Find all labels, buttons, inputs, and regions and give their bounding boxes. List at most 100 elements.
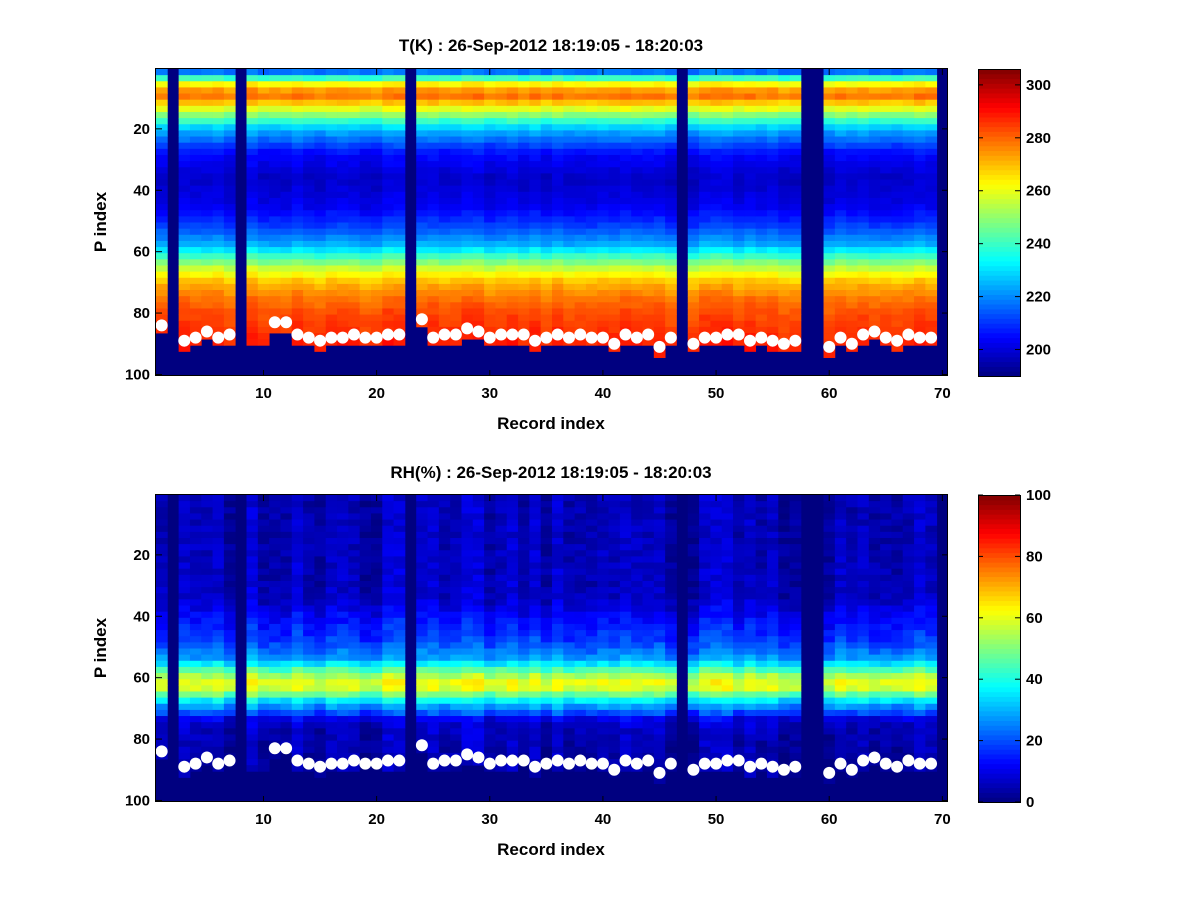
humidity-heatmap-cell	[212, 630, 225, 637]
temperature-heatmap-cell	[212, 161, 225, 168]
humidity-heatmap-cell	[506, 722, 519, 729]
temperature-heatmap-cell	[450, 142, 462, 150]
temperature-heatmap-cell	[653, 326, 666, 334]
temperature-heatmap-cell	[450, 320, 462, 328]
humidity-heatmap-cell	[348, 593, 361, 600]
temperature-heatmap-cell	[280, 179, 293, 187]
temperature-heatmap-cell	[178, 216, 191, 223]
humidity-heatmap-cell	[608, 630, 621, 637]
humidity-record-column	[416, 495, 428, 754]
humidity-heatmap-cell	[257, 685, 270, 692]
temperature-heatmap-cell	[574, 191, 587, 199]
humidity-heatmap-cell	[506, 550, 519, 557]
humidity-heatmap-cell	[325, 611, 338, 619]
temperature-x-ticks: 10 20 30 40 50 60 70	[255, 69, 951, 402]
temperature-heatmap-cell	[223, 240, 236, 248]
temperature-heatmap-cell	[506, 240, 519, 248]
humidity-heatmap-cell	[529, 660, 542, 668]
humidity-heatmap-cell	[257, 642, 270, 649]
temperature-heatmap-cell	[585, 210, 598, 217]
humidity-heatmap-cell	[382, 531, 394, 539]
temperature-heatmap-cell	[461, 130, 474, 137]
temperature-heatmap-cell	[925, 179, 938, 187]
temperature-heatmap-cell	[733, 118, 745, 125]
temperature-heatmap-cell	[733, 277, 745, 285]
humidity-heatmap-cell	[178, 648, 191, 656]
humidity-heatmap-cell	[529, 623, 542, 631]
humidity-heatmap-cell	[246, 734, 259, 741]
temperature-heatmap-cell	[608, 148, 621, 156]
temperature-heatmap-cell	[540, 265, 553, 273]
humidity-heatmap-cell	[246, 746, 259, 754]
humidity-heatmap-cell	[189, 709, 202, 717]
temperature-heatmap-cell	[744, 111, 757, 119]
temperature-heatmap-cell	[348, 69, 361, 76]
temperature-colorbar-swatch	[978, 299, 1020, 305]
temperature-surface-marker	[336, 331, 349, 344]
temperature-heatmap-cell	[585, 259, 598, 266]
temperature-heatmap-cell	[472, 161, 485, 168]
humidity-heatmap-cell	[291, 580, 304, 588]
temperature-heatmap-cell	[156, 283, 168, 291]
temperature-heatmap-cell	[212, 87, 225, 94]
temperature-heatmap-cell	[653, 105, 666, 113]
humidity-heatmap-cell	[201, 550, 213, 557]
temperature-heatmap-cell	[914, 161, 926, 168]
temperature-heatmap-cell	[325, 240, 338, 248]
humidity-heatmap-cell	[359, 740, 372, 748]
temperature-heatmap-cell	[766, 314, 779, 322]
temperature-heatmap-cell	[846, 259, 858, 266]
temperature-heatmap-cell	[902, 173, 915, 180]
temperature-heatmap-cell	[314, 75, 327, 82]
humidity-heatmap-cell	[631, 550, 643, 557]
humidity-heatmap-cell	[223, 654, 236, 662]
humidity-heatmap-cell	[653, 617, 666, 625]
temperature-colorbar-tick-label: 240	[1026, 236, 1051, 253]
temperature-heatmap-cell	[744, 69, 757, 76]
humidity-heatmap-cell	[653, 525, 666, 533]
humidity-heatmap-cell	[574, 673, 587, 680]
humidity-record-column	[518, 495, 530, 772]
temperature-heatmap-cell	[427, 277, 440, 285]
temperature-heatmap-cell	[518, 216, 530, 223]
humidity-heatmap-cell	[178, 623, 191, 631]
humidity-heatmap-cell	[438, 728, 451, 735]
temperature-heatmap-cell	[665, 99, 677, 107]
temperature-heatmap-cell	[450, 75, 462, 82]
temperature-heatmap-cell	[880, 87, 892, 94]
humidity-heatmap-cell	[382, 703, 394, 711]
temperature-heatmap-cell	[868, 247, 881, 254]
humidity-heatmap-cell	[269, 722, 281, 729]
temperature-heatmap-cell	[337, 173, 349, 180]
temperature-heatmap-cell	[506, 118, 519, 125]
humidity-heatmap-cell	[359, 746, 372, 754]
temperature-heatmap-cell	[642, 339, 655, 346]
temperature-heatmap-cell	[552, 222, 564, 230]
humidity-heatmap-cell	[201, 501, 213, 508]
humidity-heatmap-cell	[201, 611, 213, 619]
humidity-heatmap-cell	[484, 752, 496, 760]
humidity-heatmap	[156, 495, 948, 802]
humidity-heatmap-cell	[461, 630, 474, 637]
humidity-heatmap-cell	[370, 642, 383, 649]
temperature-surface-marker	[664, 331, 677, 344]
humidity-heatmap-cell	[348, 740, 361, 748]
humidity-heatmap-cell	[212, 587, 225, 594]
humidity-heatmap-cell	[461, 709, 474, 717]
humidity-heatmap-cell	[212, 519, 225, 527]
temperature-heatmap-cell	[823, 333, 836, 340]
temperature-heatmap-cell	[914, 290, 926, 297]
humidity-heatmap-cell	[495, 537, 508, 545]
temperature-heatmap-cell	[438, 240, 451, 248]
temperature-heatmap-cell	[450, 161, 462, 168]
humidity-heatmap-cell	[189, 525, 202, 533]
humidity-heatmap-cell	[506, 636, 519, 643]
humidity-heatmap-cell	[552, 728, 564, 735]
humidity-heatmap-cell	[212, 642, 225, 649]
temperature-heatmap-cell	[608, 216, 621, 223]
temperature-heatmap-cell	[653, 179, 666, 187]
humidity-heatmap-cell	[574, 580, 587, 588]
temperature-heatmap-cell	[484, 87, 496, 94]
temperature-heatmap-cell	[189, 191, 202, 199]
